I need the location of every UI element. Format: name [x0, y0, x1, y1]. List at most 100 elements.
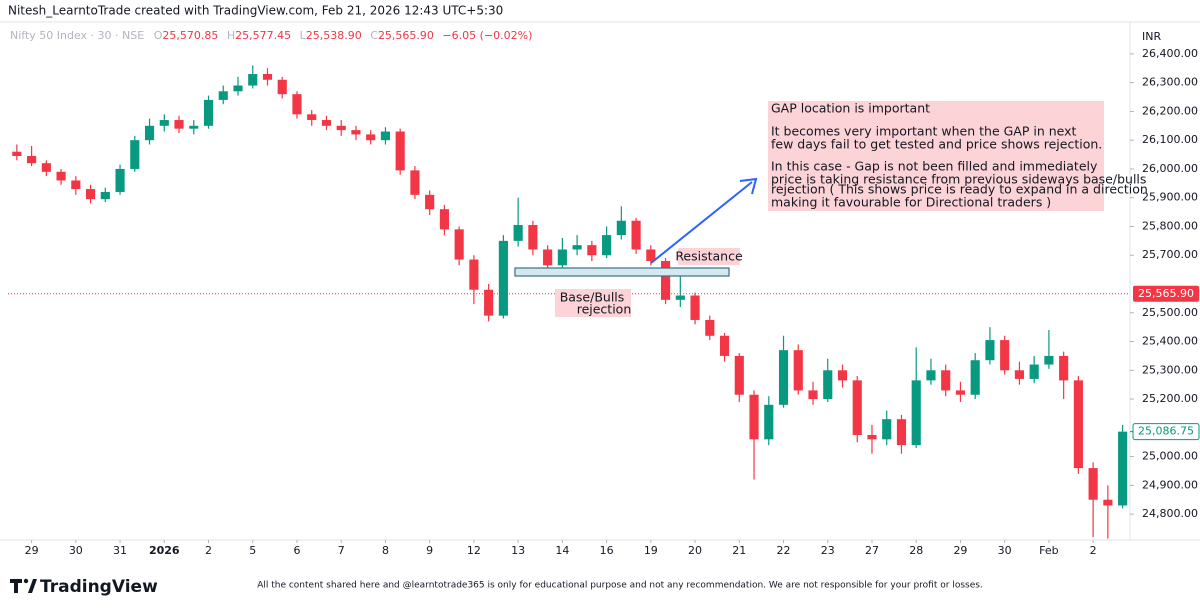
x-tick-label: 23 — [821, 544, 835, 557]
candle-body — [41, 163, 51, 172]
y-tick-label: 26,000.00 — [1142, 162, 1198, 175]
price-label: 25,565.90 — [1138, 287, 1194, 300]
l-key: L — [300, 29, 307, 42]
x-tick-label: 6 — [293, 544, 300, 557]
x-tick-label: 30 — [998, 544, 1012, 557]
candle-body — [454, 229, 464, 260]
base-label: rejection — [577, 302, 632, 317]
candle-body — [27, 156, 37, 164]
x-tick-label: 16 — [600, 544, 614, 557]
x-tick-label: 7 — [338, 544, 345, 557]
x-tick-label: 12 — [467, 544, 481, 557]
candle-body — [823, 370, 833, 400]
candle-body — [262, 74, 273, 80]
candle-body — [85, 189, 96, 200]
candle-body — [233, 85, 243, 92]
x-tick-label: 19 — [644, 544, 658, 557]
note-box — [768, 101, 1104, 211]
candle-body — [646, 249, 656, 261]
l-value: 25,538.90 — [306, 29, 362, 42]
candle-body — [277, 79, 287, 95]
candle-body — [867, 435, 877, 440]
credit: Nitesh_LearntoTrade created with Trading… — [8, 4, 503, 18]
candle-body — [144, 125, 155, 141]
c-value: 25,565.90 — [378, 29, 434, 42]
note-line: It becomes very important when the GAP i… — [771, 124, 1077, 139]
candle-body — [321, 120, 332, 126]
candle-body — [970, 360, 980, 395]
candle-body — [941, 370, 951, 391]
candle-body — [366, 134, 376, 141]
candle-body — [882, 419, 892, 440]
candle-body — [749, 394, 759, 440]
candle-body — [1103, 499, 1113, 506]
x-tick-label: 2026 — [149, 544, 180, 557]
candle-body — [837, 370, 848, 381]
candle-body — [985, 340, 995, 361]
candle-body — [439, 209, 449, 230]
change: −6.05 (−0.02%) — [442, 29, 532, 42]
candle-body — [498, 240, 508, 316]
y-tick-label: 26,300.00 — [1142, 76, 1198, 89]
x-tick-label: 8 — [382, 544, 389, 557]
y-tick-label: 25,300.00 — [1142, 363, 1198, 376]
candle-body — [484, 289, 494, 316]
x-tick-label: 29 — [25, 544, 39, 557]
candle-body — [734, 355, 744, 395]
candle-body — [616, 220, 626, 236]
h-value: 25,577.45 — [235, 29, 291, 42]
candle-body — [336, 125, 346, 131]
candle-body — [705, 319, 715, 336]
candle-body — [557, 249, 567, 266]
candle-body — [292, 94, 302, 115]
candle-body — [380, 131, 391, 141]
y-tick-label: 24,800.00 — [1142, 507, 1198, 520]
y-tick-label: 25,700.00 — [1142, 248, 1198, 261]
x-tick-label: 30 — [69, 544, 83, 557]
y-tick-label: 25,000.00 — [1142, 450, 1198, 463]
note-line: price is taking resistance from previous… — [771, 172, 1146, 187]
x-tick-label: Feb — [1039, 544, 1058, 557]
y-tick-label: 24,900.00 — [1142, 478, 1198, 491]
candle-body — [307, 114, 317, 121]
candle-body — [764, 404, 774, 440]
x-tick-label: 14 — [555, 544, 569, 557]
candle-body — [911, 380, 921, 446]
zone — [514, 267, 730, 277]
brand-logo — [10, 578, 37, 593]
x-tick-label: 2 — [205, 544, 212, 557]
candle-body — [56, 171, 66, 181]
resistance-label: Resistance — [675, 249, 743, 264]
candle-body — [425, 194, 435, 210]
y-tick-label: 25,500.00 — [1142, 306, 1198, 319]
candle-body — [631, 220, 641, 250]
candle-body — [469, 259, 479, 290]
y-tick-label: 25,800.00 — [1142, 219, 1198, 232]
candle-body — [602, 235, 612, 256]
candle-body — [71, 180, 81, 190]
symbol: Nifty 50 Index · 30 · NSE — [10, 29, 144, 42]
plot — [8, 53, 1134, 543]
base-label: Base/Bulls — [560, 290, 625, 305]
candle-body — [690, 295, 700, 320]
candle-body — [218, 91, 228, 100]
candle-body — [661, 260, 671, 300]
disclaimer: All the content shared here and @learnto… — [257, 581, 983, 591]
candle-body — [395, 131, 405, 171]
candle-body — [1044, 355, 1054, 365]
note-line: few days fail to get tested and price sh… — [771, 137, 1102, 152]
candle-body — [955, 390, 966, 395]
x-tick-label: 28 — [909, 544, 923, 557]
price-label-bg — [1133, 285, 1199, 302]
x-tick-label: 27 — [865, 544, 879, 557]
candle-body — [778, 350, 789, 405]
label-box — [678, 248, 740, 265]
currency: INR — [1142, 30, 1161, 43]
last-price-label: 25,086.75 — [1138, 425, 1194, 438]
x-tick-label: 5 — [249, 544, 256, 557]
brand: TradingView — [40, 577, 158, 597]
candle-body — [248, 74, 258, 86]
note-line: making it favourable for Directional tra… — [771, 195, 1051, 210]
candle-body — [793, 350, 803, 391]
